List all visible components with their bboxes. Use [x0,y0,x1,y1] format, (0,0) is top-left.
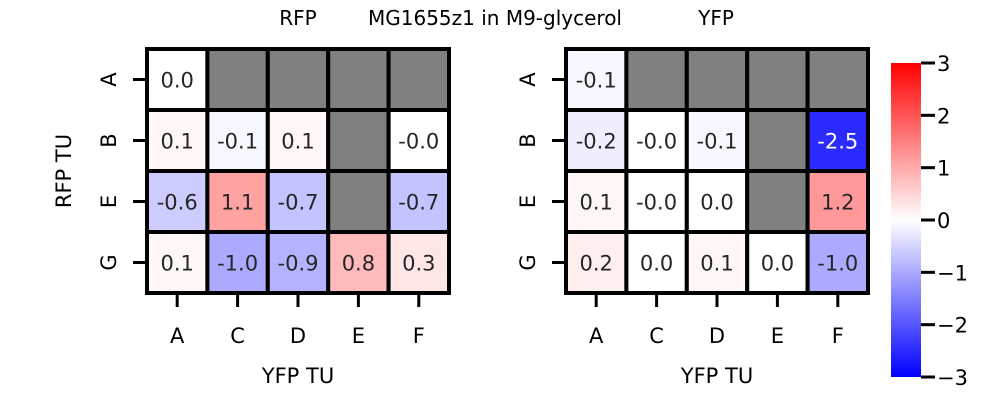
heatmap-cell [805,47,870,112]
cell-value-label: -2.5 [817,130,858,154]
cell-value-label: -1.0 [817,252,858,276]
colorbar-gradient [891,63,921,377]
heatmap-cell [326,169,391,234]
x-tick-label: C [649,324,664,348]
cell-value-label: 0.0 [640,252,673,276]
heatmap-cell [745,230,810,295]
cell-value-label: 0.1 [700,252,733,276]
x-tick-label: A [589,324,604,348]
x-tick-label: F [832,324,844,348]
heatmap-cell [745,47,810,112]
cell-value-label: 0.0 [700,191,733,215]
cell-value-label: -0.0 [398,130,439,154]
cell-value-label: -0.0 [636,191,677,215]
cell-value-label: -0.0 [636,130,677,154]
heatmap-cell [805,169,870,234]
cell-value-label: -0.1 [697,130,738,154]
cell-value-label: 0.1 [579,191,612,215]
x-tick-label: E [352,324,365,348]
cell-value-label: -1.0 [217,252,258,276]
figure-title: MG1655z1 in M9-glycerol [368,6,622,30]
x-tick-label: F [413,324,425,348]
cell-value-label: 0.2 [579,252,612,276]
x-tick-label: E [771,324,784,348]
colorbar-tick-label: −2 [937,314,968,338]
y-tick-label: E [97,195,121,208]
x-tick-label: A [170,324,185,348]
cell-value-label: -0.9 [278,252,319,276]
y-tick-label: A [516,72,540,87]
right-panel-title: YFP [697,6,734,30]
cell-value-label: -0.7 [278,191,319,215]
colorbar-tick-label: 1 [937,157,950,181]
heatmap-cell [624,47,689,112]
cell-value-label: 0.1 [281,130,314,154]
x-tick-label: D [709,324,725,348]
cell-value-label: 0.1 [160,130,193,154]
cell-value-label: 0.0 [761,252,794,276]
heatmap-cell [145,230,210,295]
heatmap-cell [624,108,689,173]
y-tick-label: E [516,195,540,208]
cell-value-label: -0.1 [576,69,617,93]
heatmap-cell [805,108,870,173]
y-tick-label: B [516,133,540,147]
heatmap-cell [745,169,810,234]
colorbar-tick-label: −1 [937,261,968,285]
x-axis-label: YFP TU [261,364,334,388]
cell-value-label: -0.7 [398,191,439,215]
colorbar-tick-label: 3 [937,52,950,76]
heatmap-cell [265,47,331,112]
heatmap-yfp: -0.1 -0.2 -0.0 -0.1 -2.5 0.1 -0.0 0.0 1.2 0.2 0.0 0… [516,47,870,388]
heatmap-cell [805,230,870,295]
heatmap-cell [265,169,331,234]
y-tick-label: B [97,133,121,147]
heatmap-cell [564,230,629,295]
cell-value-label: 0.0 [160,69,193,93]
cell-value-label: 0.1 [160,252,193,276]
left-panel-title: RFP [279,6,316,30]
y-tick-label: G [97,254,121,270]
colorbar: 3 2 1 0 −1 −2 −3 [891,52,968,390]
heatmap-cell [205,47,270,112]
heatmap-cell [386,230,452,295]
x-tick-label: C [230,324,245,348]
heatmap-cell [326,47,391,112]
x-tick-label: D [290,324,306,348]
heatmap-cell [624,169,689,234]
cell-value-label: -0.1 [217,130,258,154]
colorbar-tick-label: 0 [937,209,950,233]
heatmap-cell [386,47,452,112]
heatmap-rfp: 0.0 0.1 -0.1 0.1 -0.0 -0.6 1.1 -0.7 -0.7 0.1 -1.0-… [52,47,452,388]
heatmap-cell [386,169,452,234]
y-tick-label: G [516,254,540,270]
heatmap-cell [265,230,331,295]
heatmap-cell [145,108,210,173]
heatmap-cell [745,108,810,173]
cell-value-label: 1.1 [221,191,254,215]
heatmap-cell [684,47,750,112]
heatmap-cell [326,108,391,173]
cell-value-label: -0.6 [157,191,198,215]
cell-value-label: 1.2 [821,191,854,215]
y-tick-label: A [97,72,121,87]
cell-value-label: -0.2 [576,130,617,154]
cell-value-label: 0.8 [342,252,375,276]
colorbar-tick-label: −3 [937,366,968,390]
cell-value-label: 0.3 [402,252,435,276]
heatmap-cell [205,230,270,295]
heatmap-cell [326,230,391,295]
colorbar-tick-label: 2 [937,104,950,128]
heatmap-cell [145,47,210,112]
y-axis-label: RFP TU [52,134,76,208]
x-axis-label: YFP TU [680,364,753,388]
heatmap-cell [205,108,270,173]
